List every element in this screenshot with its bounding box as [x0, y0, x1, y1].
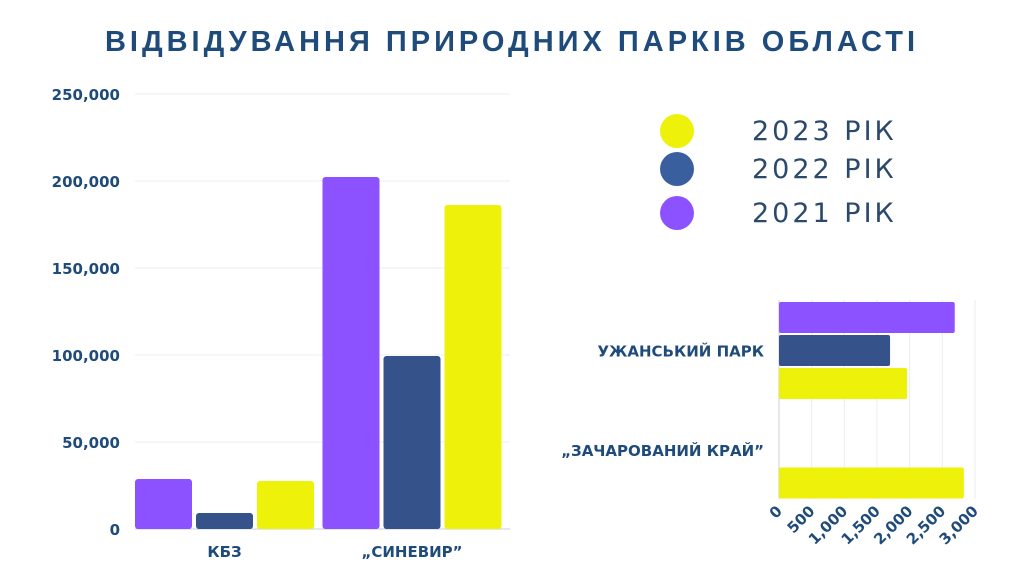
bar-2021-1 [322, 176, 380, 530]
y-tick-label: 250,000 [52, 86, 120, 104]
y-tick-label: 200,000 [52, 173, 120, 191]
bar-2021-0 [135, 479, 192, 529]
legend-swatch [660, 114, 694, 148]
bar-2023-1 [444, 205, 502, 529]
y-category-label: „ЗАЧАРОВАНИЙ КРАЙ” [561, 441, 764, 460]
bar-2022-0 [196, 512, 253, 529]
x-tick-label: 0 [766, 502, 786, 522]
bar-2023-0 [257, 480, 314, 529]
hbar-2021-0 [779, 302, 955, 333]
hbar-2022-0 [779, 335, 891, 366]
legend-label: 2021 РІК [752, 197, 897, 229]
hbar-2023-1 [779, 467, 964, 499]
legend-item-2021: 2021 РІК [660, 196, 897, 230]
y-tick-label: 0 [110, 521, 120, 539]
x-category-label: КБЗ [207, 543, 241, 561]
legend-item-2023: 2023 РІК [660, 114, 897, 148]
legend-item-2022: 2022 РІК [660, 152, 897, 186]
y-tick-label: 150,000 [52, 260, 120, 278]
bar-2022-1 [383, 356, 441, 529]
x-category-label: „СИНЕВИР” [361, 543, 462, 561]
legend-label: 2022 РІК [752, 153, 897, 185]
y-tick-label: 100,000 [52, 347, 120, 365]
legend-swatch [660, 152, 694, 186]
hbar-2023-0 [779, 368, 908, 399]
y-category-label: УЖАНСЬКИЙ ПАРК [597, 342, 764, 361]
chart-title: ВІДВІДУВАННЯ ПРИРОДНИХ ПАРКІВ ОБЛАСТІ [104, 26, 920, 58]
legend-swatch [660, 196, 694, 230]
legend-label: 2023 РІК [752, 115, 897, 147]
y-tick-label: 50,000 [62, 434, 120, 452]
